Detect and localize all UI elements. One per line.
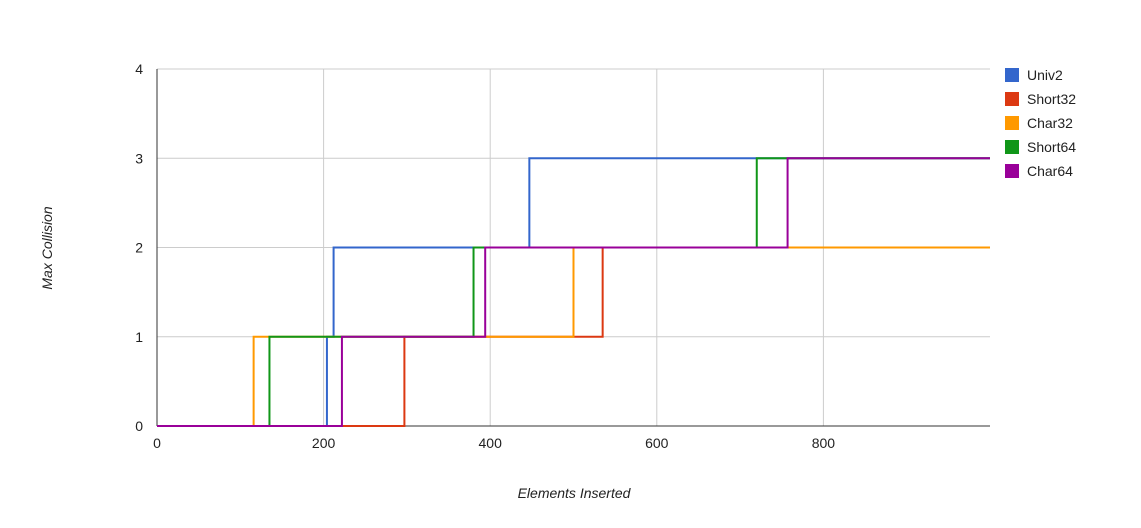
legend-swatch-short64 bbox=[1005, 140, 1019, 154]
y-tick-label: 2 bbox=[135, 240, 143, 256]
legend-swatch-short32 bbox=[1005, 92, 1019, 106]
y-tick-label: 3 bbox=[135, 150, 143, 166]
legend-label-char32: Char32 bbox=[1027, 115, 1073, 131]
legend: Univ2 Short32 Char32 Short64 Char64 bbox=[1005, 67, 1076, 179]
x-tick-label: 800 bbox=[812, 435, 836, 451]
x-tick-label: 0 bbox=[153, 435, 161, 451]
series-line-char64 bbox=[157, 157, 990, 427]
y-axis-title: Max Collision bbox=[39, 206, 55, 289]
legend-label-char64: Char64 bbox=[1027, 163, 1073, 179]
x-tick-label: 200 bbox=[312, 435, 336, 451]
y-axis-ticks: 0 1 2 3 4 bbox=[135, 61, 143, 434]
x-axis-title: Elements Inserted bbox=[518, 485, 632, 501]
x-tick-label: 400 bbox=[479, 435, 503, 451]
x-tick-label: 600 bbox=[645, 435, 669, 451]
series-layer bbox=[157, 157, 990, 427]
legend-label-short64: Short64 bbox=[1027, 139, 1076, 155]
legend-swatch-char32 bbox=[1005, 116, 1019, 130]
legend-label-short32: Short32 bbox=[1027, 91, 1076, 107]
legend-swatch-char64 bbox=[1005, 164, 1019, 178]
series-line-short64 bbox=[157, 157, 990, 427]
y-tick-label: 1 bbox=[135, 329, 143, 345]
y-tick-label: 4 bbox=[135, 61, 143, 77]
y-tick-label: 0 bbox=[135, 418, 143, 434]
legend-swatch-univ2 bbox=[1005, 68, 1019, 82]
series-line-univ2 bbox=[157, 157, 990, 427]
legend-label-univ2: Univ2 bbox=[1027, 67, 1063, 83]
x-axis-ticks: 0 200 400 600 800 bbox=[153, 435, 835, 451]
